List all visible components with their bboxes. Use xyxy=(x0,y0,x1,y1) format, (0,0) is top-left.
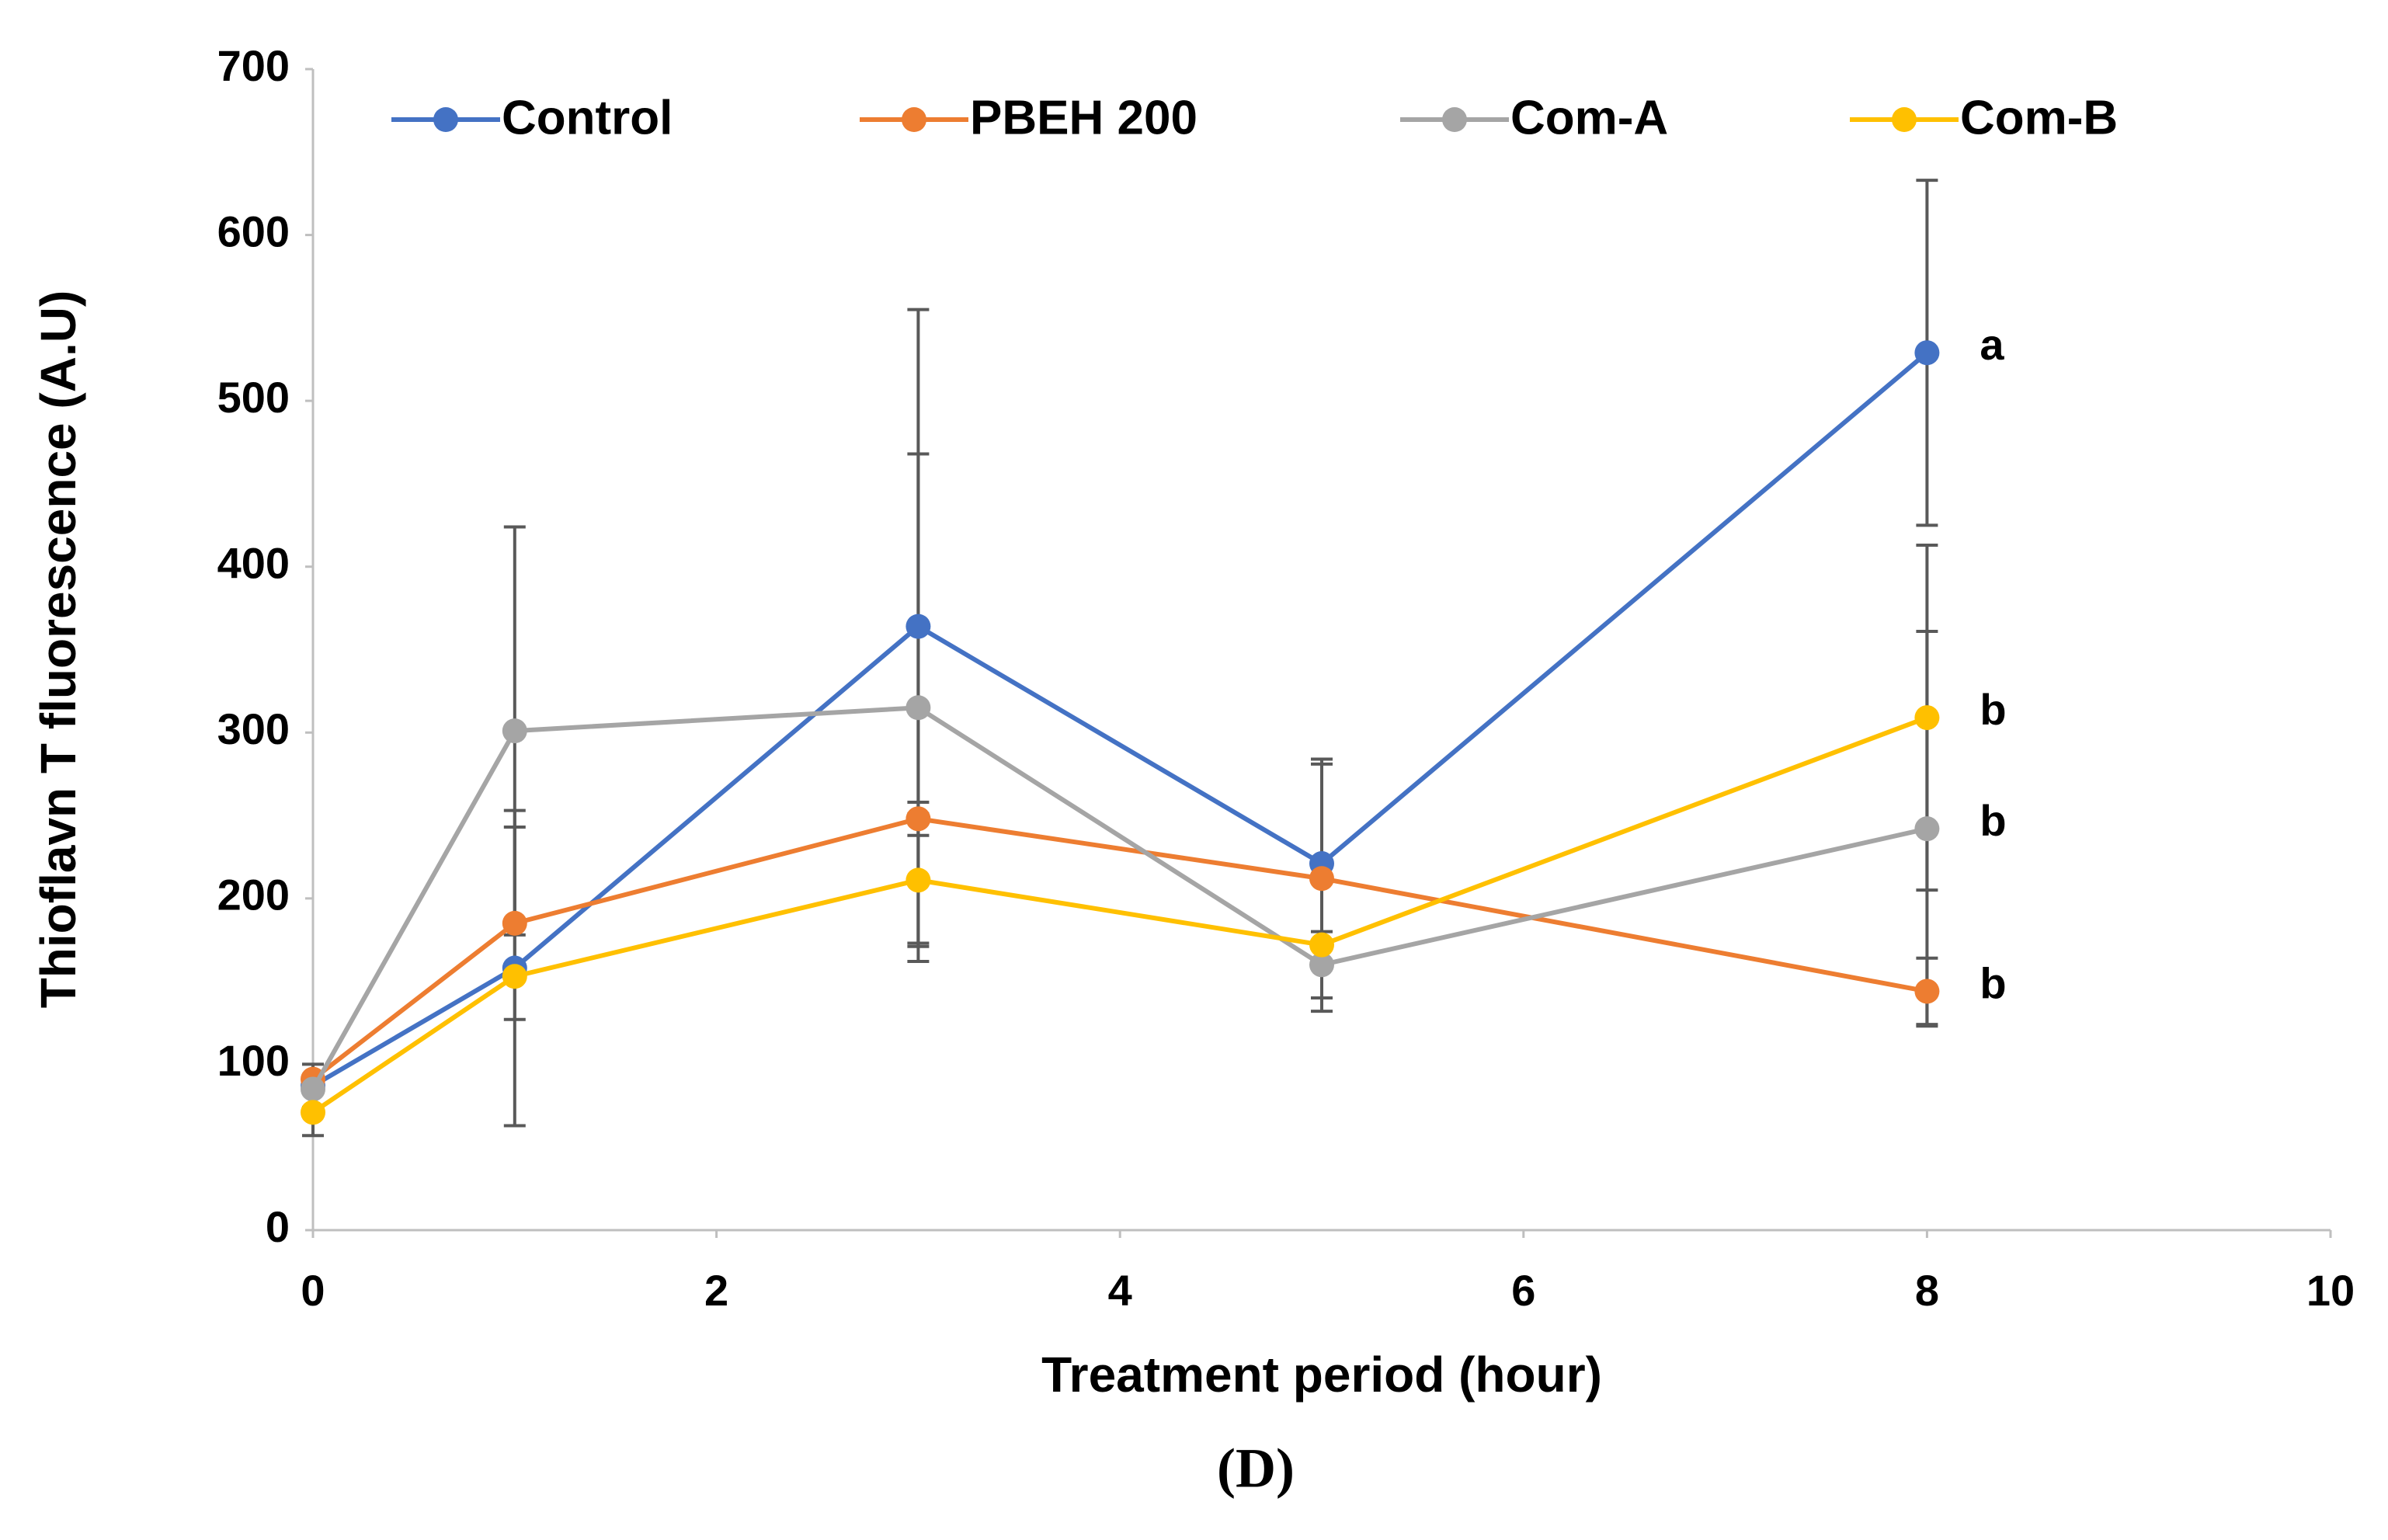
y-axis-title: Thioflavn T fluorescence (A.U) xyxy=(30,290,86,1009)
point xyxy=(502,964,527,989)
x-tick-label: 0 xyxy=(301,1266,325,1315)
point xyxy=(905,614,931,639)
x-tick-label: 2 xyxy=(704,1266,728,1315)
y-tick-label: 100 xyxy=(217,1036,290,1085)
annotation: b xyxy=(1980,958,2006,1007)
point xyxy=(1914,340,1940,366)
x-tick-label: 10 xyxy=(2306,1266,2355,1315)
point xyxy=(301,1100,325,1125)
point xyxy=(905,806,931,832)
point xyxy=(502,718,527,744)
y-tick-label: 500 xyxy=(217,373,290,422)
caption: (D) xyxy=(1217,1437,1295,1500)
legend-label: Control xyxy=(502,91,673,144)
legend-label: Com-A xyxy=(1510,91,1668,144)
point xyxy=(905,867,931,893)
point xyxy=(1914,816,1940,842)
annotation: a xyxy=(1980,320,2004,369)
y-tick-label: 700 xyxy=(217,41,290,90)
point xyxy=(502,910,527,936)
y-tick-label: 200 xyxy=(217,871,290,919)
legend-marker xyxy=(433,107,458,132)
legend-label: PBEH 200 xyxy=(970,91,1197,144)
legend-marker xyxy=(902,107,926,132)
y-tick-label: 400 xyxy=(217,539,290,588)
y-tick-label: 600 xyxy=(217,207,290,256)
series-line xyxy=(311,705,1928,1090)
annotation: b xyxy=(1980,685,2006,734)
y-tick-label: 300 xyxy=(217,704,290,753)
series-line xyxy=(311,816,1927,1082)
x-axis-title: Treatment period (hour) xyxy=(1041,1347,1602,1403)
point xyxy=(905,695,931,721)
legend-marker xyxy=(1442,107,1467,132)
point xyxy=(1309,866,1334,892)
x-tick-label: 8 xyxy=(1915,1266,1939,1315)
y-tick-label: 0 xyxy=(266,1202,290,1251)
x-tick-label: 4 xyxy=(1108,1266,1132,1315)
point xyxy=(301,1076,325,1102)
point xyxy=(1309,932,1334,958)
point xyxy=(1914,979,1940,1004)
series-line xyxy=(311,350,1929,1088)
annotation: b xyxy=(1980,796,2006,845)
legend-label: Com-B xyxy=(1960,91,2118,144)
legend-marker xyxy=(1892,107,1917,132)
x-tick-label: 6 xyxy=(1511,1266,1535,1315)
point xyxy=(1309,952,1334,978)
point xyxy=(1914,705,1940,731)
